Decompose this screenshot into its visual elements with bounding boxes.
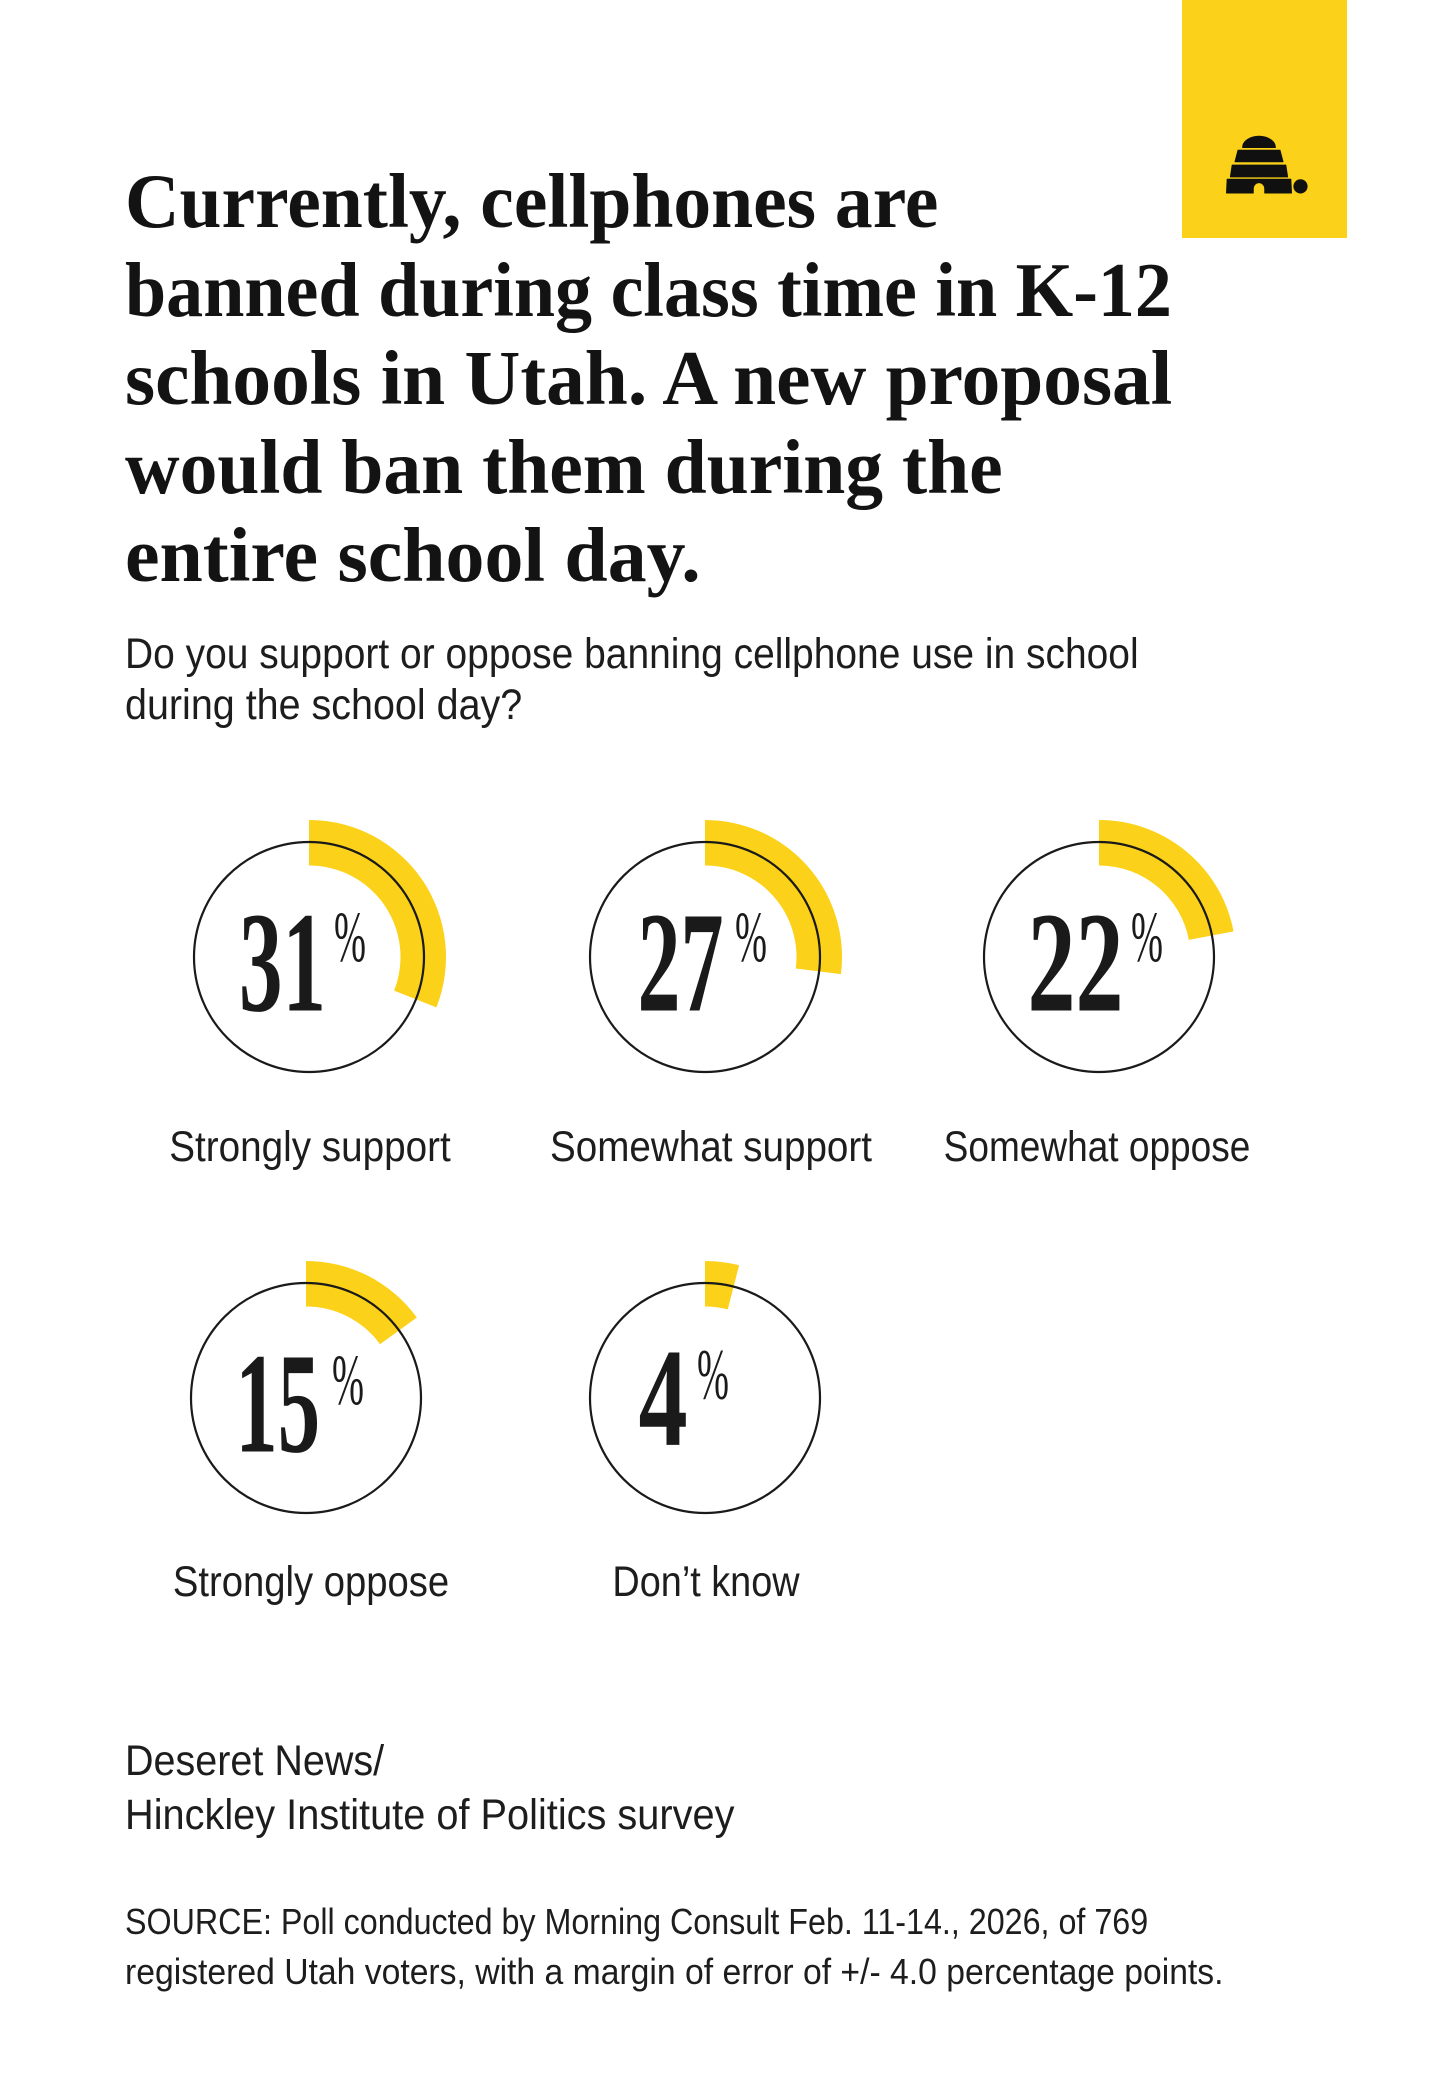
- svg-text:%: %: [332, 1341, 364, 1420]
- svg-text:%: %: [735, 898, 767, 977]
- svg-text:4: 4: [638, 1320, 687, 1475]
- svg-text:27: 27: [637, 884, 723, 1043]
- svg-text:%: %: [697, 1335, 729, 1414]
- svg-text:15: 15: [235, 1324, 320, 1483]
- svg-text:22: 22: [1028, 884, 1124, 1043]
- svg-text:%: %: [1131, 898, 1163, 977]
- svg-text:%: %: [334, 898, 366, 977]
- svg-text:31: 31: [239, 884, 326, 1043]
